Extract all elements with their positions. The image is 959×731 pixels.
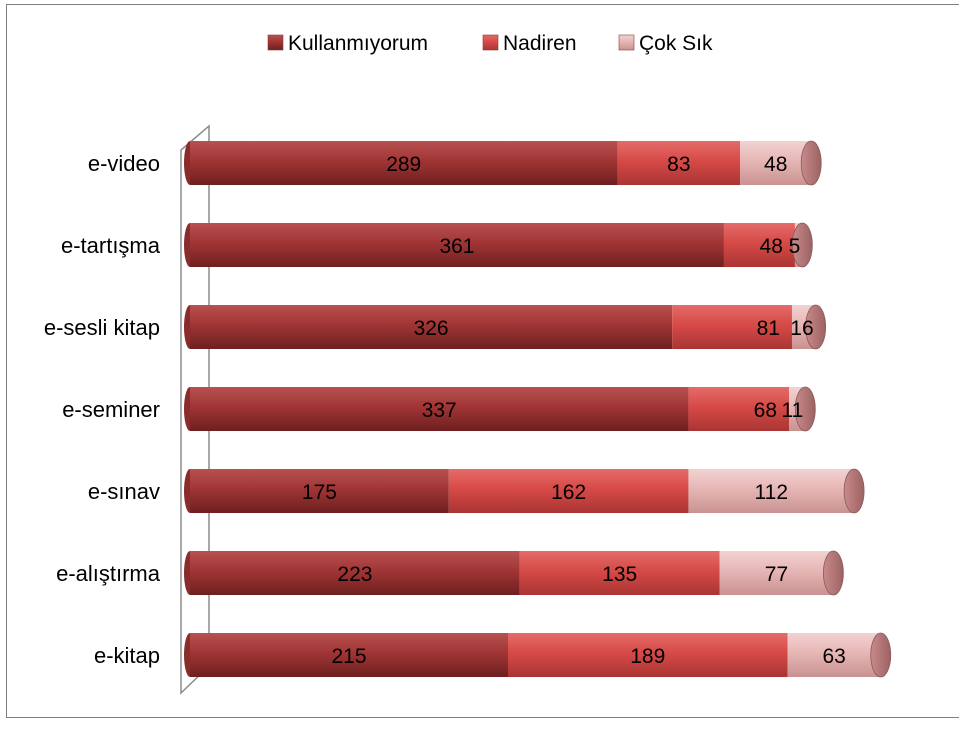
value-label-kullanmıyorum: 337 xyxy=(422,399,457,422)
bar-end-cap xyxy=(805,304,827,350)
bar-row-e-tartışma xyxy=(184,222,813,268)
legend-swatch xyxy=(267,34,284,51)
value-label-nadiren: 48 xyxy=(760,235,783,258)
legend-label: Nadiren xyxy=(503,32,577,55)
bar-end-cap xyxy=(800,140,822,186)
legend-label: Kullanmıyorum xyxy=(288,32,428,55)
value-label-kullanmıyorum: 175 xyxy=(302,481,337,504)
bar-segment-nadiren xyxy=(672,305,792,349)
category-label: e-sesli kitap xyxy=(44,315,160,340)
value-label-kullanmıyorum: 289 xyxy=(386,153,421,176)
value-label-çok-sık: 63 xyxy=(822,645,845,668)
bar-segment-kullanmıyorum xyxy=(190,633,508,677)
legend-item-kullanmıyorum: Kullanmıyorum xyxy=(267,32,428,55)
bar-row-e-seminer xyxy=(184,386,816,432)
bar-row-e-sesli-kitap xyxy=(184,304,827,350)
category-label: e-video xyxy=(88,151,160,176)
bar-segment-kullanmıyorum xyxy=(190,141,618,185)
value-label-çok-sık: 16 xyxy=(790,317,813,340)
bar-segment-kullanmıyorum xyxy=(190,551,520,595)
value-label-çok-sık: 11 xyxy=(781,399,803,422)
bar-segment-nadiren xyxy=(688,387,790,431)
bar-segment-çok-sık xyxy=(688,469,855,513)
bar-end-cap xyxy=(822,550,844,596)
bar-segment-kullanmıyorum xyxy=(190,305,673,349)
bars-group xyxy=(184,140,892,678)
value-label-çok-sık: 112 xyxy=(755,481,788,504)
bar-segment-nadiren xyxy=(617,141,741,185)
category-label: e-seminer xyxy=(62,397,160,422)
bar-segment-nadiren xyxy=(723,223,795,267)
bar-end-cap xyxy=(843,468,865,514)
value-label-çok-sık: 48 xyxy=(764,153,787,176)
category-label: e-tartışma xyxy=(61,233,161,258)
legend-item-nadiren: Nadiren xyxy=(482,32,577,55)
value-label-nadiren: 189 xyxy=(630,645,665,668)
value-labels: 289 83 48 361 48 5 326 81 16 337 68 11 175 162 112 223 1… xyxy=(302,153,846,668)
legend-swatch xyxy=(482,34,499,51)
bar-segment-çok-sık xyxy=(787,633,881,677)
value-label-nadiren: 162 xyxy=(551,481,586,504)
legend-label: Çok Sık xyxy=(639,32,713,55)
value-label-kullanmıyorum: 215 xyxy=(331,645,366,668)
value-label-nadiren: 81 xyxy=(757,317,780,340)
bar-segment-nadiren xyxy=(448,469,689,513)
bar-row-e-alıştırma xyxy=(184,550,844,596)
bar-segment-kullanmıyorum xyxy=(190,469,449,513)
bar-segment-nadiren xyxy=(519,551,720,595)
bar-segment-kullanmıyorum xyxy=(190,223,724,267)
bar-end-cap xyxy=(794,386,816,432)
value-label-nadiren: 83 xyxy=(667,153,690,176)
category-label: e-alıştırma xyxy=(56,561,161,586)
bar-segment-nadiren xyxy=(508,633,788,677)
bar-row-e-sınav xyxy=(184,468,865,514)
value-label-nadiren: 135 xyxy=(602,563,637,586)
legend: Kullanmıyorum Nadiren Çok Sık xyxy=(267,32,713,55)
value-label-kullanmıyorum: 361 xyxy=(439,235,474,258)
category-label: e-kitap xyxy=(94,643,160,668)
bar-end-cap xyxy=(791,222,813,268)
value-label-kullanmıyorum: 223 xyxy=(337,563,372,586)
value-label-nadiren: 68 xyxy=(754,399,777,422)
bar-end-cap xyxy=(870,632,892,678)
value-label-kullanmıyorum: 326 xyxy=(414,317,449,340)
value-label-çok-sık: 77 xyxy=(765,563,788,586)
category-labels: e-video e-tartışma e-sesli kitap e-seminer e… xyxy=(44,151,161,668)
bar-row-e-video xyxy=(184,140,822,186)
value-label-çok-sık: 5 xyxy=(789,235,801,258)
category-label: e-sınav xyxy=(88,479,160,504)
bar-segment-çok-sık xyxy=(740,141,812,185)
bar-segment-çok-sık xyxy=(719,551,834,595)
legend-swatch xyxy=(618,34,635,51)
bar-row-e-kitap xyxy=(184,632,892,678)
chart-frame xyxy=(6,4,959,718)
bar-segment-kullanmıyorum xyxy=(190,387,689,431)
legend-item-çok-sık: Çok Sık xyxy=(618,32,713,55)
